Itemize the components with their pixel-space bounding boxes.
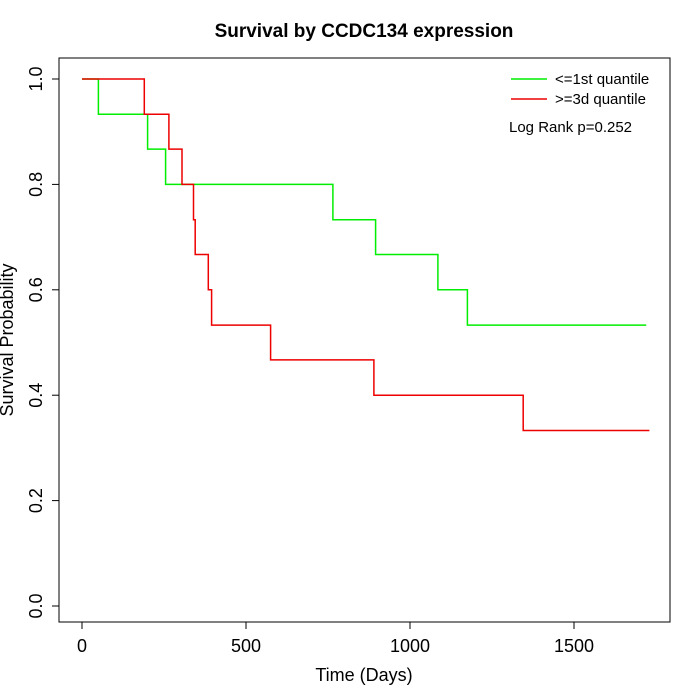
y-tick-label: 1.0 xyxy=(26,66,46,91)
y-tick-label: 0.0 xyxy=(26,593,46,618)
x-tick-label: 1500 xyxy=(554,636,594,656)
y-axis: 0.0 0.2 0.4 0.6 0.8 1.0 xyxy=(26,66,60,619)
y-tick-label: 0.8 xyxy=(26,172,46,197)
series-line-low-quantile xyxy=(82,78,647,326)
chart-title: Survival by CCDC134 expression xyxy=(215,21,514,42)
plot-frame xyxy=(58,57,671,623)
y-tick-label: 0.2 xyxy=(26,488,46,513)
y-axis-label: Survival Probability xyxy=(0,263,17,416)
series-layer xyxy=(82,78,650,432)
x-axis-label: Time (Days) xyxy=(315,665,412,685)
series-line-high-quantile xyxy=(82,78,650,432)
legend-label-low: <=1st quantile xyxy=(555,71,649,88)
x-tick-label: 0 xyxy=(77,636,87,656)
y-tick-label: 0.4 xyxy=(26,383,46,408)
legend-label-high: >=3d quantile xyxy=(555,91,646,108)
x-axis: 0 500 1000 1500 xyxy=(77,621,594,656)
x-tick-label: 500 xyxy=(231,636,261,656)
legend: <=1st quantile >=3d quantile xyxy=(511,71,649,108)
log-rank-annotation: Log Rank p=0.252 xyxy=(509,119,632,136)
x-tick-label: 1000 xyxy=(390,636,430,656)
y-tick-label: 0.6 xyxy=(26,277,46,302)
